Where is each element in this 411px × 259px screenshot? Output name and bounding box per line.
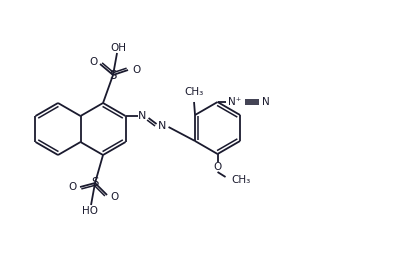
Text: HO: HO — [82, 206, 98, 216]
Text: O: O — [213, 162, 222, 172]
Text: O: O — [110, 192, 118, 202]
Text: N⁺: N⁺ — [228, 97, 241, 107]
Text: N: N — [262, 97, 270, 107]
Text: N: N — [139, 111, 147, 121]
Text: O: O — [132, 65, 140, 75]
Text: O: O — [68, 182, 76, 192]
Text: N: N — [158, 121, 167, 131]
Text: CH₃: CH₃ — [185, 87, 204, 97]
Text: S: S — [109, 68, 117, 82]
Text: O: O — [89, 57, 97, 67]
Text: OH: OH — [110, 43, 126, 53]
Text: S: S — [91, 176, 99, 190]
Text: CH₃: CH₃ — [231, 175, 251, 185]
